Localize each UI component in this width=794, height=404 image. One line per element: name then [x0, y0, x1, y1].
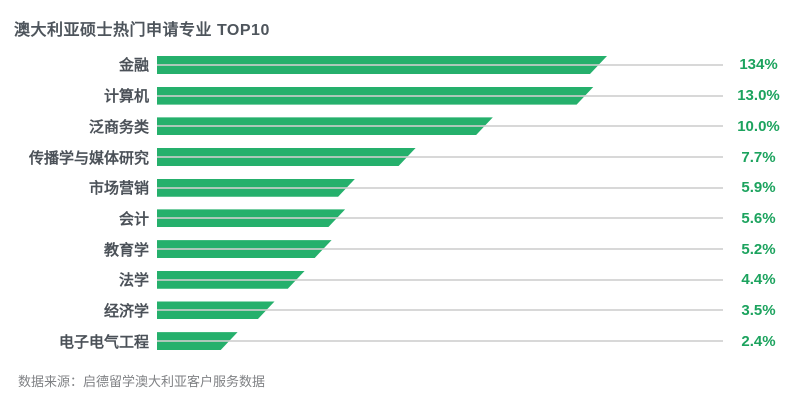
value-label: 3.5% [741, 301, 776, 319]
bar-track [157, 209, 723, 227]
value-label: 7.7% [741, 148, 776, 166]
grid-line [157, 248, 723, 251]
category-label: 泛商务类 [88, 118, 149, 136]
value-label: 5.6% [741, 209, 776, 227]
bar-track [157, 271, 723, 289]
category-label: 法学 [118, 272, 149, 290]
value-label: 4.4% [741, 271, 776, 289]
bar-track [157, 87, 723, 105]
grid-line [157, 156, 723, 158]
value-label: 134% [739, 56, 778, 74]
chart-row: 传播学与媒体研究 7.7% [0, 142, 794, 173]
grid-line [157, 63, 723, 66]
value-label: 5.9% [741, 179, 776, 197]
grid-line [157, 217, 723, 220]
grid-line [157, 186, 723, 189]
value-label: 13.0% [737, 87, 780, 105]
chart-row: 金融 134% [0, 50, 794, 81]
category-label: 传播学与媒体研究 [28, 149, 149, 167]
chart-row: 教育学 5.2% [0, 234, 794, 265]
grid-line [157, 125, 723, 128]
bar-track [157, 148, 723, 166]
grid-line [157, 309, 723, 312]
chart-rows: 金融 134% 计算机 13.0% 泛商务类 10.0% 传播学与媒体研究 7.7% 市场营销 5… [0, 50, 794, 357]
category-label: 教育学 [103, 241, 149, 259]
value-label: 10.0% [737, 117, 780, 135]
chart-row: 泛商务类 10.0% [0, 111, 794, 142]
chart-row: 市场营销 5.9% [0, 172, 794, 203]
value-label: 2.4% [741, 332, 776, 350]
chart-row: 法学 4.4% [0, 264, 794, 295]
chart-row: 会计 5.6% [0, 203, 794, 234]
category-label: 市场营销 [88, 180, 149, 198]
grid-line [157, 278, 723, 281]
category-label: 会计 [118, 210, 149, 228]
bar-track [157, 240, 723, 258]
value-label: 5.2% [741, 240, 776, 258]
chart-row: 计算机 13.0% [0, 80, 794, 111]
bar-track [157, 117, 723, 135]
bar-track [157, 332, 723, 350]
category-label: 金融 [118, 57, 149, 75]
bar-track [157, 301, 723, 319]
category-label: 经济学 [103, 302, 149, 320]
grid-line [157, 340, 723, 343]
data-source-note: 数据来源：启德留学澳大利亚客户服务数据 [18, 374, 266, 389]
grid-line [157, 94, 723, 97]
chart-title: 澳大利亚硕士热门申请专业 TOP10 [14, 22, 270, 39]
bar-track [157, 56, 723, 74]
category-label: 计算机 [103, 88, 149, 106]
bar-track [157, 179, 723, 197]
chart-row: 电子电气工程 2.4% [0, 326, 794, 357]
chart-row: 经济学 3.5% [0, 295, 794, 326]
category-label: 电子电气工程 [58, 333, 149, 351]
